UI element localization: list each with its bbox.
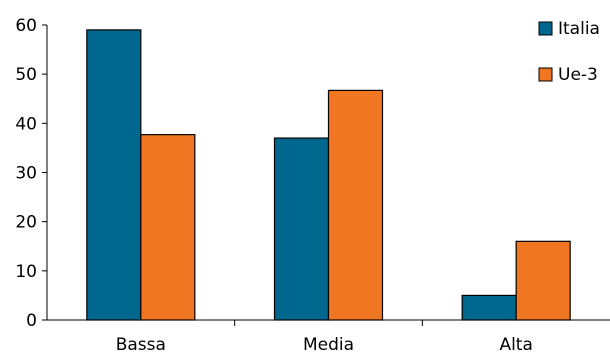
y-tick-label: 40 [15, 114, 37, 134]
bar-italia-media [273, 137, 330, 321]
y-tick-label: 30 [15, 164, 37, 184]
y-tick-label: 20 [15, 213, 37, 233]
y-tick-label: 0 [26, 311, 37, 331]
legend-label: Italia [558, 19, 600, 39]
legend-label: Ue-3 [558, 65, 598, 85]
x-tick-label: Media [303, 335, 354, 355]
y-tick-label: 50 [15, 65, 37, 85]
bar-ue-3-media [327, 89, 384, 321]
bars [86, 29, 571, 321]
legend-swatch [538, 21, 553, 36]
legend: Italia Ue-3 [538, 19, 600, 85]
bar-ue-3-bassa [140, 134, 196, 321]
x-axis: Bassa Media Alta [47, 319, 610, 355]
bar-italia-bassa [86, 29, 142, 321]
bar-italia-alta [461, 294, 517, 321]
x-tick-label: Bassa [116, 335, 166, 355]
bar-ue-3-alta [515, 240, 571, 321]
y-tick-label: 10 [15, 262, 37, 282]
legend-swatch [538, 67, 553, 82]
y-tick-label: 60 [15, 16, 37, 36]
y-axis: 0 10 20 30 40 50 60 [15, 16, 48, 331]
x-tick-label: Alta [499, 335, 532, 355]
